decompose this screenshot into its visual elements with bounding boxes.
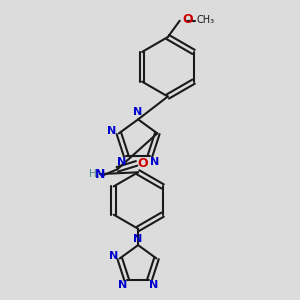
Text: N: N xyxy=(118,280,128,290)
Text: N: N xyxy=(134,107,143,117)
Text: N: N xyxy=(149,280,158,290)
Text: N: N xyxy=(107,126,116,136)
Text: O: O xyxy=(182,13,193,26)
Text: CH₃: CH₃ xyxy=(196,15,214,25)
Text: N: N xyxy=(150,157,159,167)
Text: O: O xyxy=(137,157,148,170)
Text: N: N xyxy=(109,251,118,261)
Text: H: H xyxy=(89,169,97,179)
Text: N: N xyxy=(117,157,127,167)
Text: N: N xyxy=(95,168,105,181)
Text: N: N xyxy=(134,234,143,244)
